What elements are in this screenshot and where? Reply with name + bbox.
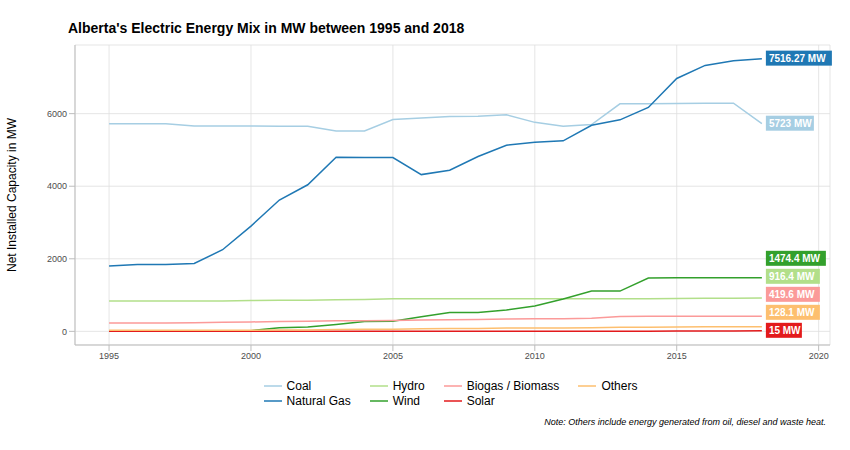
- html-text:Natural Gas: Natural Gas: [286, 393, 351, 408]
- svg-text:128.1 MW: 128.1 MW: [769, 307, 815, 318]
- html-text:Note: Others include energy ge: Note: Others include energy generated fr…: [544, 417, 826, 427]
- svg-text:15 MW: 15 MW: [769, 325, 801, 336]
- html-text:Biogas / Biomass: Biogas / Biomass: [466, 378, 560, 393]
- svg-text:Net Installed Capacity in MW: Net Installed Capacity in MW: [8, 117, 19, 272]
- html-text:Alberta's Electric Energy Mix: Alberta's Electric Energy Mix in MW betw…: [68, 20, 465, 36]
- html-text:Coal: Coal: [286, 378, 312, 393]
- svg-text:2020: 2020: [809, 351, 829, 361]
- html-text:Others: Others: [601, 378, 638, 393]
- html-text:Solar: Solar: [466, 393, 495, 408]
- svg-text:5723 MW: 5723 MW: [769, 118, 812, 129]
- svg-text:4000: 4000: [47, 181, 67, 191]
- svg-text:2000: 2000: [47, 254, 67, 264]
- svg-text:0: 0: [62, 327, 67, 337]
- svg-text:916.4 MW: 916.4 MW: [769, 271, 815, 282]
- svg-text:7516.27 MW: 7516.27 MW: [769, 53, 826, 64]
- svg-text:1474.4 MW: 1474.4 MW: [769, 253, 821, 264]
- svg-text:2005: 2005: [383, 351, 403, 361]
- svg-text:2010: 2010: [525, 351, 545, 361]
- svg-text:419.6 MW: 419.6 MW: [769, 289, 815, 300]
- svg-text:2015: 2015: [667, 351, 687, 361]
- html-text:Wind: Wind: [392, 393, 420, 408]
- svg-text:2000: 2000: [241, 351, 261, 361]
- html-text:Hydro: Hydro: [392, 378, 425, 393]
- svg-text:6000: 6000: [47, 109, 67, 119]
- svg-text:1995: 1995: [99, 351, 119, 361]
